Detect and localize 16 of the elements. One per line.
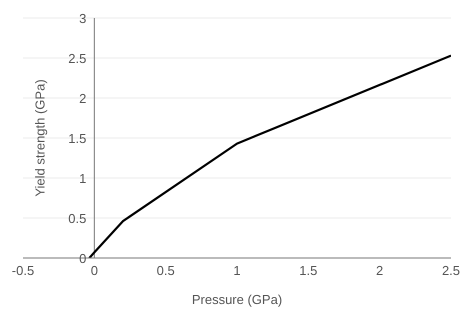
y-tick-label: 1 — [79, 171, 86, 186]
y-tick-label: 2.5 — [68, 51, 86, 66]
x-axis-title: Pressure (GPa) — [192, 292, 282, 307]
y-tick-label: 1.5 — [68, 131, 86, 146]
y-tick-label: 3 — [79, 11, 86, 26]
line-series — [88, 54, 451, 258]
y-tick-label: 0.5 — [68, 211, 86, 226]
x-tick-label: 0 — [90, 263, 98, 278]
y-axis-title: Yield strength (GPa) — [32, 79, 48, 197]
x-tick-label: 1 — [233, 263, 241, 278]
x-tick-label: -0.5 — [12, 263, 34, 278]
x-tick-label: 0.5 — [156, 263, 175, 278]
x-tick-label: 2.5 — [442, 263, 460, 278]
x-tick-label: 2 — [376, 263, 384, 278]
x-tick-label: 1.5 — [299, 263, 318, 278]
y-tick-label: 2 — [79, 91, 86, 106]
